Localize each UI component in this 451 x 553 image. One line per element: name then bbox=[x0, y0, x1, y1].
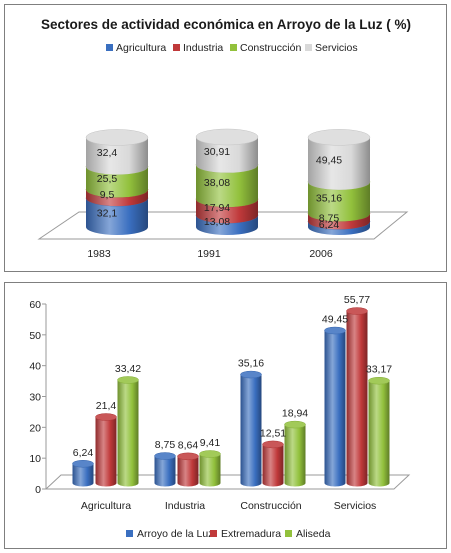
data-label: 33,42 bbox=[115, 363, 141, 375]
x-tick-label: 1983 bbox=[87, 248, 111, 260]
grouped-bar bbox=[177, 452, 199, 487]
legend-item: Servicios bbox=[305, 42, 358, 54]
grouped-bar bbox=[199, 450, 221, 487]
stacked-x-ticks: 1983 1991 2006 bbox=[87, 248, 333, 260]
legend-item: Industria bbox=[173, 42, 223, 54]
stacked-bars bbox=[85, 128, 371, 235]
y-tick-label: 40 bbox=[29, 361, 41, 373]
x-tick-label: 2006 bbox=[309, 248, 333, 260]
legend-swatch bbox=[126, 530, 133, 537]
y-tick-label: 30 bbox=[29, 392, 41, 404]
grouped-bar bbox=[95, 413, 117, 487]
legend-swatch bbox=[230, 44, 237, 51]
legend-swatch bbox=[173, 44, 180, 51]
data-label: 8,75 bbox=[155, 439, 176, 451]
data-label: 32,4 bbox=[97, 147, 118, 159]
x-tick-label: Construcción bbox=[240, 500, 301, 512]
x-tick-label: Industria bbox=[165, 500, 205, 512]
legend-item: Construcción bbox=[230, 42, 301, 54]
grouped-bar-labels: 6,24 21,4 33,42 8,75 8,64 9,41 35,16 12,51 18,94… bbox=[73, 294, 393, 459]
data-label: 21,4 bbox=[96, 400, 117, 412]
data-label: 9,41 bbox=[200, 437, 221, 449]
y-tick-label: 10 bbox=[29, 453, 41, 465]
grouped-bars bbox=[72, 307, 390, 487]
data-label: 17,94 bbox=[204, 202, 230, 214]
data-label: 35,16 bbox=[316, 193, 342, 205]
x-tick-label: 1991 bbox=[197, 248, 221, 260]
grouped-chart-legend: Arroyo de la Luz Extremadura Aliseda bbox=[126, 528, 331, 540]
stacked-chart-legend: Agricultura Industria Construcción Servicio… bbox=[106, 42, 358, 54]
grouped-bar bbox=[324, 326, 346, 487]
y-tick-label: 60 bbox=[29, 299, 41, 311]
data-label: 18,94 bbox=[282, 408, 308, 420]
y-axis-ticks: 0 10 20 30 40 50 60 bbox=[29, 299, 46, 496]
grouped-bar bbox=[154, 452, 176, 487]
legend-swatch bbox=[210, 530, 217, 537]
stacked-chart: Sectores de actividad económica en Arroy… bbox=[37, 17, 411, 260]
y-tick-label: 0 bbox=[35, 484, 41, 496]
stacked-bar-segment bbox=[85, 129, 149, 175]
legend-label: Arroyo de la Luz bbox=[137, 528, 213, 540]
legend-swatch bbox=[106, 44, 113, 51]
data-label: 30,91 bbox=[204, 146, 230, 158]
data-label: 6,24 bbox=[73, 447, 94, 459]
grouped-bar bbox=[72, 460, 94, 487]
x-tick-label: Servicios bbox=[334, 500, 377, 512]
legend-item: Agricultura bbox=[106, 42, 166, 54]
grouped-bar bbox=[346, 307, 368, 487]
grouped-bar bbox=[262, 440, 284, 487]
legend-label: Servicios bbox=[315, 42, 358, 54]
grouped-bar bbox=[117, 376, 139, 487]
data-label: 32,1 bbox=[97, 208, 118, 220]
y-tick-label: 50 bbox=[29, 330, 41, 342]
grouped-chart-panel: 0 10 20 30 40 50 60 6,24 21,4 33,42 8,75 8,64 9,41 3… bbox=[4, 282, 447, 549]
data-label: 12,51 bbox=[260, 427, 286, 439]
legend-swatch bbox=[285, 530, 292, 537]
legend-label: Extremadura bbox=[221, 528, 281, 540]
grouped-x-ticks: Agricultura Industria Construcción Servicio… bbox=[81, 500, 376, 512]
legend-swatch bbox=[305, 44, 312, 51]
data-label: 9,5 bbox=[100, 189, 115, 201]
stacked-bar-segment bbox=[307, 129, 371, 190]
legend-label: Construcción bbox=[240, 42, 301, 54]
data-label: 8,64 bbox=[178, 439, 199, 451]
legend-label: Industria bbox=[183, 42, 223, 54]
legend-item: Arroyo de la Luz bbox=[126, 528, 213, 540]
grouped-bar bbox=[368, 376, 390, 487]
y-tick-label: 20 bbox=[29, 422, 41, 434]
legend-label: Aliseda bbox=[296, 528, 331, 540]
data-label: 49,45 bbox=[316, 155, 342, 167]
legend-item: Extremadura bbox=[210, 528, 281, 540]
x-tick-label: Agricultura bbox=[81, 500, 131, 512]
legend-label: Agricultura bbox=[116, 42, 166, 54]
data-label: 13,08 bbox=[204, 216, 230, 228]
grouped-bar bbox=[240, 370, 262, 487]
stacked-chart-panel: Sectores de actividad económica en Arroy… bbox=[4, 4, 447, 272]
data-label: 38,08 bbox=[204, 177, 230, 189]
stacked-bar-segment bbox=[195, 128, 259, 173]
legend-item: Aliseda bbox=[285, 528, 331, 540]
grouped-bar bbox=[284, 420, 306, 487]
data-label: 55,77 bbox=[344, 294, 370, 306]
data-label: 8,75 bbox=[319, 212, 340, 224]
data-label: 49,45 bbox=[322, 314, 348, 326]
data-label: 25,5 bbox=[97, 173, 118, 185]
data-label: 6,24 bbox=[319, 219, 340, 231]
data-label: 35,16 bbox=[238, 358, 264, 370]
data-label: 33,17 bbox=[366, 364, 392, 376]
chart-title: Sectores de actividad económica en Arroy… bbox=[41, 17, 411, 32]
grouped-chart: 0 10 20 30 40 50 60 6,24 21,4 33,42 8,75 8,64 9,41 3… bbox=[29, 294, 411, 540]
stacked-bar-labels: 32,1 9,5 25,5 32,4 13,08 17,94 38,08 30,91 6,248… bbox=[97, 146, 343, 231]
